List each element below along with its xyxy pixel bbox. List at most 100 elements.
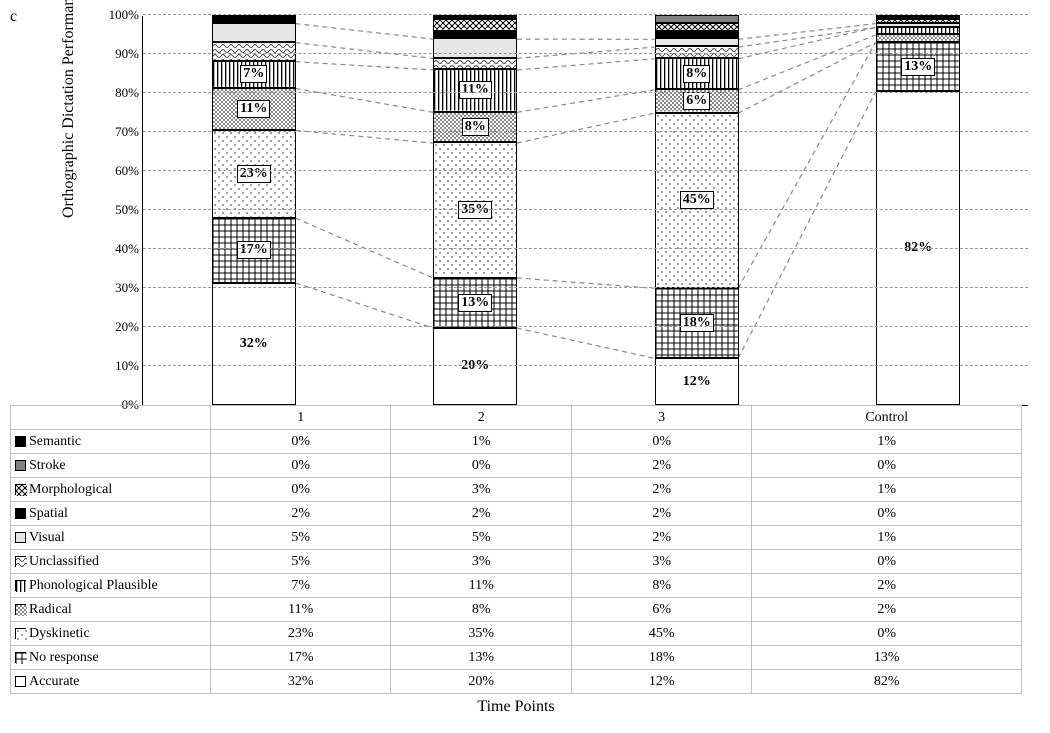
cell: Stroke — [11, 454, 211, 478]
cell: 11% — [391, 574, 571, 598]
bar-segment-radical — [876, 34, 960, 42]
bar-segment-label: 8% — [462, 118, 489, 136]
gridline — [143, 365, 1028, 366]
y-tick: 30% — [115, 280, 139, 296]
cell: 3% — [391, 550, 571, 574]
y-axis-title: Orthographic Dictation Performance (%) — [60, 0, 78, 218]
legend-label: No response — [29, 650, 99, 665]
bar-segment-label: 11% — [237, 100, 270, 118]
bar-segment-label: 13% — [901, 58, 935, 76]
legend-label: Dyskinetic — [29, 626, 90, 641]
cell: Accurate — [11, 670, 211, 694]
cell: Radical — [11, 598, 211, 622]
bar-segment-dyskinetic: 35% — [433, 142, 517, 277]
cell: 1 — [211, 406, 391, 430]
cell: 35% — [391, 622, 571, 646]
bar-segment-visual — [212, 23, 296, 42]
cell: 8% — [391, 598, 571, 622]
bar-segment-visual — [433, 38, 517, 57]
bar-segment-spatial — [655, 31, 739, 39]
stacked-bar: 13%82% — [876, 15, 960, 405]
legend-swatch — [15, 532, 26, 543]
cell: 20% — [391, 670, 571, 694]
legend-label: Stroke — [29, 458, 66, 473]
y-tick: 50% — [115, 202, 139, 218]
legend-label: Unclassified — [29, 554, 99, 569]
cell: 0% — [211, 454, 391, 478]
stacked-bar: 11% 8% 35% 13% 20% — [433, 15, 517, 405]
gridline — [143, 53, 1028, 54]
cell: 0% — [391, 454, 571, 478]
bar-segment-unclassified — [212, 42, 296, 61]
bar-segment-label: 18% — [680, 314, 714, 332]
cell: 0% — [752, 502, 1022, 526]
cell: 32% — [211, 670, 391, 694]
cell: 8% — [571, 574, 751, 598]
bar-segment-label: 8% — [683, 65, 710, 83]
bar-segment-no_response: 18% — [655, 288, 739, 358]
cell: 1% — [752, 430, 1022, 454]
stacked-bar: 8%6%45%18%12% — [655, 15, 739, 405]
bar-segment-label: 17% — [237, 241, 271, 259]
legend-label: Accurate — [29, 674, 80, 689]
bar-segment-accurate: 20% — [433, 328, 517, 405]
legend-label: Visual — [29, 530, 65, 545]
cell: Dyskinetic — [11, 622, 211, 646]
bar-segment-radical: 8% — [433, 112, 517, 143]
cell: 2% — [571, 454, 751, 478]
bar-segment-phonological: 7% — [212, 61, 296, 88]
cell: Spatial — [11, 502, 211, 526]
bar-segment-no_response: 17% — [212, 218, 296, 283]
cell: 7% — [211, 574, 391, 598]
legend-swatch — [15, 508, 26, 519]
stacked-bar: 7% 11% 23% 17% 32% — [212, 15, 296, 405]
cell: 0% — [752, 454, 1022, 478]
cell: 3% — [391, 478, 571, 502]
bar-segment-spatial — [212, 15, 296, 23]
bar-segment-no_response: 13% — [433, 278, 517, 328]
cell: 2% — [752, 574, 1022, 598]
bar-segment-phonological: 11% — [433, 69, 517, 111]
plot-area: 7%11%23%17%32%11%8%35%13%20%8%6%45%18%12… — [142, 16, 1028, 406]
bar-segment-visual — [655, 38, 739, 46]
cell: 13% — [752, 646, 1022, 670]
cell: 0% — [211, 478, 391, 502]
gridline — [143, 131, 1028, 132]
cell: 6% — [571, 598, 751, 622]
y-tick: 20% — [115, 319, 139, 335]
legend-swatch — [15, 556, 26, 567]
bar-segment-label: 13% — [458, 294, 492, 312]
bar-segment-unclassified — [433, 58, 517, 70]
gridline — [143, 248, 1028, 249]
cell: 2% — [571, 502, 751, 526]
y-tick: 80% — [115, 85, 139, 101]
bar-segment-radical: 11% — [212, 88, 296, 130]
bar-segment-dyskinetic: 23% — [212, 130, 296, 218]
cell: Visual — [11, 526, 211, 550]
legend-swatch — [15, 676, 26, 687]
legend-swatch — [15, 580, 26, 591]
cell: 2% — [211, 502, 391, 526]
cell: 12% — [571, 670, 751, 694]
cell: 2 — [391, 406, 571, 430]
gridline — [143, 209, 1028, 210]
bar-segment-accurate: 32% — [212, 283, 296, 405]
legend-swatch — [15, 628, 26, 639]
bar-segment-label: 23% — [237, 165, 271, 183]
data-table-container: 123ControlSemantic0%1%0%1%Stroke0%0%2%0%… — [10, 405, 1022, 716]
cell: Morphological — [11, 478, 211, 502]
bar-segment-phonological — [876, 27, 960, 35]
cell: 13% — [391, 646, 571, 670]
cell: 2% — [391, 502, 571, 526]
bar-segment-label: 7% — [240, 65, 267, 83]
legend-swatch — [15, 436, 26, 447]
cell: 3% — [571, 550, 751, 574]
bar-segment-dyskinetic: 45% — [655, 113, 739, 289]
bar-segment-phonological: 8% — [655, 58, 739, 89]
y-tick: 40% — [115, 241, 139, 257]
y-tick: 100% — [109, 7, 139, 23]
legend-swatch — [15, 460, 26, 471]
cell: 23% — [211, 622, 391, 646]
gridline — [143, 92, 1028, 93]
cell: 5% — [211, 550, 391, 574]
